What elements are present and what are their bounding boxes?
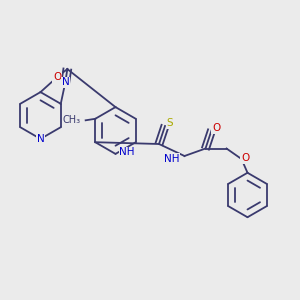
Text: CH₃: CH₃ [62,115,80,125]
Text: S: S [166,118,173,128]
Text: O: O [53,72,61,82]
Text: O: O [241,153,249,163]
Text: N: N [37,134,44,144]
Text: NH: NH [164,154,179,164]
Text: O: O [212,123,220,133]
Text: N: N [61,77,69,87]
Text: NH: NH [119,147,135,157]
